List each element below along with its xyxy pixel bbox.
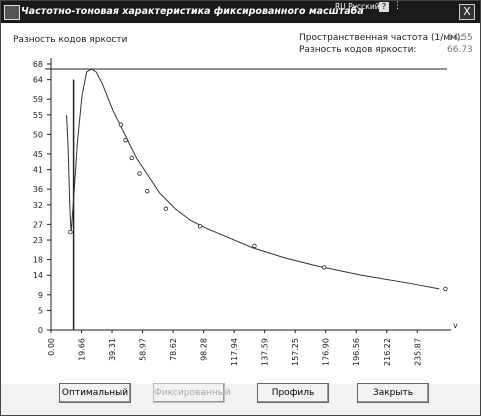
language-indicator[interactable]: RU Русский xyxy=(335,2,380,11)
y-tick-label: 14 xyxy=(33,271,43,280)
y-tick-label: 55 xyxy=(33,111,43,120)
x-tick-label: 117.94 xyxy=(230,338,239,366)
close-button[interactable]: X xyxy=(459,4,475,20)
y-tick-label: 36 xyxy=(33,185,43,194)
data-point-marker xyxy=(129,155,134,161)
data-point-marker xyxy=(145,188,150,194)
y-tick-label: 59 xyxy=(33,95,43,104)
x-tick-label: 196.56 xyxy=(352,338,361,366)
frequency-label: Пространственная частота (1/мм): xyxy=(299,33,464,43)
data-point-marker xyxy=(68,230,73,235)
y-tick-label: 32 xyxy=(33,201,43,210)
optimal-button[interactable]: Оптимальный xyxy=(59,383,131,403)
tray-dots-icon: ⋮ xyxy=(393,1,402,11)
y-tick-label: 50 xyxy=(33,130,43,139)
brightness-diff-value: 66.73 xyxy=(447,45,473,55)
data-point-marker xyxy=(123,138,128,143)
fixed-button[interactable]: Фиксированный xyxy=(153,383,231,403)
y-tick-label: 27 xyxy=(33,220,43,229)
y-tick-label: 68 xyxy=(33,60,43,69)
y-tick-label: 5 xyxy=(38,306,43,315)
x-tick-label: 216.22 xyxy=(383,338,392,366)
help-icon[interactable]: ? xyxy=(379,2,389,12)
y-axis-title: Разность кодов яркости xyxy=(13,35,128,45)
x-tick-label: 19.66 xyxy=(78,338,87,361)
series-line xyxy=(66,68,440,290)
x-tick-label: 58.97 xyxy=(139,338,148,361)
x-tick-label: 39.31 xyxy=(108,338,117,361)
y-tick-label: 9 xyxy=(38,291,43,300)
y-tick-label: 45 xyxy=(33,150,43,159)
x-tick-label: 137.59 xyxy=(261,338,270,366)
data-point-marker xyxy=(252,243,257,249)
x-tick-label: 78.62 xyxy=(169,338,178,361)
close-dialog-button[interactable]: Закрыть xyxy=(357,383,429,403)
x-axis-end-label: v xyxy=(453,321,458,330)
data-point-marker xyxy=(118,122,124,127)
y-tick-label: 0 xyxy=(38,326,43,335)
x-tick-label: 176.90 xyxy=(322,338,331,366)
brightness-diff-label: Разность кодов яркости: xyxy=(299,45,417,55)
y-tick-label: 23 xyxy=(33,236,43,245)
data-point-marker xyxy=(137,171,142,176)
x-tick-label: 98.28 xyxy=(200,338,209,361)
data-point-marker xyxy=(322,265,327,270)
profile-button[interactable]: Профиль xyxy=(257,383,329,403)
title-bar: Частотно-тоновая характеристика фиксиров… xyxy=(1,1,480,23)
frequency-value: 14.55 xyxy=(447,33,473,43)
app-icon xyxy=(4,5,20,20)
chart-area: Разность кодов яркости Пространственная … xyxy=(1,24,480,384)
data-point-marker xyxy=(443,286,448,292)
y-tick-label: 18 xyxy=(33,256,43,265)
y-tick-label: 41 xyxy=(33,166,43,175)
window-title: Частотно-тоновая характеристика фиксиров… xyxy=(21,6,364,17)
x-tick-label: 157.25 xyxy=(291,338,300,366)
x-tick-label: 0.00 xyxy=(47,338,56,356)
y-tick-label: 64 xyxy=(33,76,43,85)
data-point-marker xyxy=(197,224,203,229)
data-point-marker xyxy=(163,206,169,211)
x-tick-label: 235.87 xyxy=(413,338,422,366)
